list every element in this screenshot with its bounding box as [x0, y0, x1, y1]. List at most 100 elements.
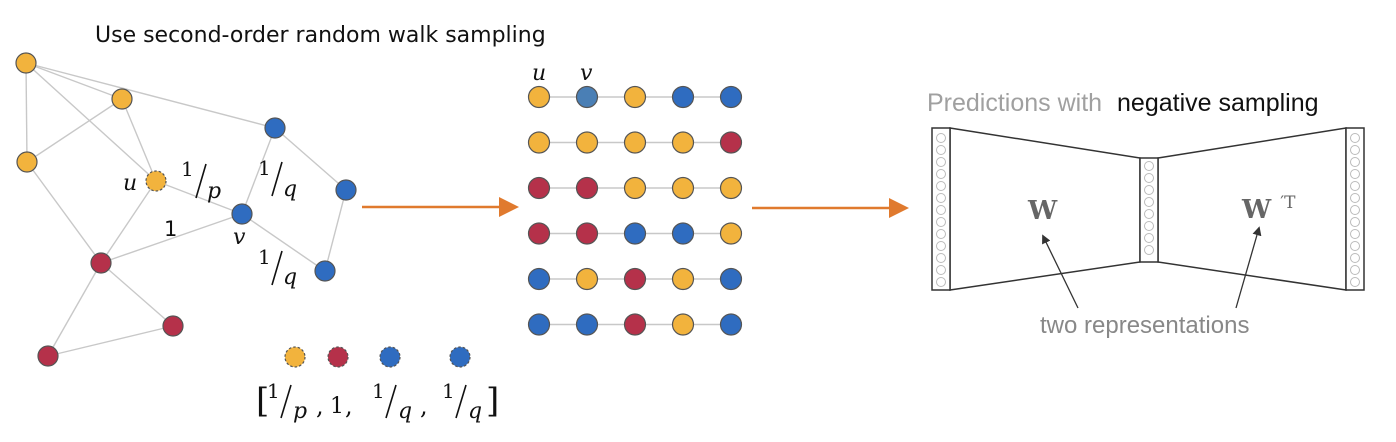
graph-node-orange	[111, 88, 133, 110]
edge-label-return: 1 p	[181, 157, 221, 204]
edge-label-outward-1-num: 1	[258, 156, 271, 180]
walk-node-blue	[671, 85, 695, 109]
annotation-arrow-wt	[1235, 226, 1262, 309]
walk-node-orange	[719, 222, 743, 245]
legend-node-blue	[449, 346, 471, 368]
neuron-cell	[936, 253, 946, 263]
graph-node-orange	[16, 151, 38, 173]
prob-1-den: p	[293, 399, 307, 424]
neuron-cell	[936, 133, 946, 143]
walk-node-orange	[623, 176, 647, 200]
edge-label-return-num: 1	[181, 157, 194, 181]
prob-1-num: 1	[267, 379, 280, 403]
node-u-label: u	[123, 171, 137, 196]
edge-label-outward-2-den: q	[283, 265, 297, 290]
annotation-arrow-w	[1042, 234, 1079, 309]
neuron-cell	[936, 229, 946, 239]
neuron-cell	[1144, 209, 1154, 219]
walk-node-red	[575, 176, 599, 200]
neuron-cell	[936, 277, 946, 287]
walk-node-red	[719, 131, 743, 154]
neuron-cell	[1144, 185, 1154, 195]
neuron-cell	[1350, 169, 1360, 179]
neuron-cell	[1350, 217, 1360, 227]
walk-node-orange	[719, 176, 743, 200]
walk-node-orange	[671, 267, 695, 291]
skipgram-model: Predictions with negative sampling W W ′…	[927, 89, 1365, 339]
input-layer-cells	[936, 133, 946, 287]
graph-edge	[324, 189, 347, 272]
graph-node-red	[90, 252, 112, 274]
separator: ,	[420, 392, 428, 420]
graph-node-v	[231, 203, 253, 225]
graph-edge	[26, 161, 102, 264]
edge-label-outward-2: 1 q	[258, 245, 297, 290]
graph-edge	[100, 180, 157, 264]
neuron-cell	[1350, 133, 1360, 143]
neuron-cell	[1350, 145, 1360, 155]
neuron-cell	[936, 157, 946, 167]
graph-edge	[26, 98, 123, 163]
node-v-label: v	[233, 225, 246, 250]
walk-node-blue	[719, 85, 743, 109]
walk-node-red	[575, 222, 599, 245]
neuron-cell	[936, 241, 946, 251]
legend-node-red	[327, 346, 349, 368]
graph-edges	[25, 62, 347, 357]
graph-edge	[100, 213, 243, 264]
separator: ,	[345, 392, 353, 420]
fraction-slash	[271, 250, 283, 286]
graph-node-u	[145, 170, 167, 192]
legend-node-orange	[284, 346, 306, 368]
edge-label-outward-2-num: 1	[258, 245, 271, 269]
neuron-cell	[1350, 229, 1360, 239]
graph-edge	[274, 127, 347, 191]
neuron-cell	[1350, 193, 1360, 203]
graph-edge	[155, 180, 243, 215]
neuron-cell	[1350, 157, 1360, 167]
separator: ,	[316, 392, 324, 420]
walk-node-red	[527, 176, 551, 200]
graph-edge	[25, 62, 157, 182]
fraction-slash	[385, 384, 397, 419]
walk-node-blue	[527, 267, 551, 291]
walk-node-orange	[671, 176, 695, 200]
fraction-slash	[280, 384, 292, 419]
graph-edge	[47, 325, 174, 357]
walk-node-orange	[575, 267, 599, 291]
walk-header-u: u	[532, 61, 546, 86]
matrix-wt-label: W ′T	[1241, 193, 1296, 225]
neuron-cell	[1350, 241, 1360, 251]
neuron-cell	[1350, 205, 1360, 215]
random-walk-graph: u v 1 1 p 1 q 1 q	[15, 52, 357, 367]
neuron-cell	[1144, 245, 1154, 255]
neuron-cell	[936, 181, 946, 191]
matrix-w-label: W	[1027, 196, 1058, 226]
neuron-cell	[1350, 253, 1360, 263]
graph-edge	[241, 127, 276, 215]
walk-node-orange	[575, 131, 599, 154]
walk-node-orange	[623, 131, 647, 154]
neuron-cell	[1144, 221, 1154, 231]
graph-node-blue	[264, 117, 286, 139]
model-title: Predictions with negative sampling	[927, 89, 1319, 117]
graph-edge	[100, 262, 174, 327]
edge-label-uv: 1	[164, 217, 177, 241]
graph-edge	[241, 213, 326, 272]
annotation-label: two representations	[1040, 312, 1249, 339]
page-title: Use second-order random walk sampling	[95, 23, 546, 48]
graph-edge	[121, 98, 157, 182]
edge-label-outward-1: 1 q	[258, 156, 297, 202]
prob-4-num: 1	[442, 379, 455, 403]
output-layer-cells	[1350, 133, 1360, 287]
walk-node-blue	[623, 222, 647, 245]
neuron-cell	[936, 169, 946, 179]
prob-3-num: 1	[372, 379, 385, 403]
probability-legend: [ 1 p , 1 , 1 q , 1 q ]	[256, 346, 499, 424]
neuron-cell	[1144, 173, 1154, 183]
graph-edge	[25, 62, 123, 100]
graph-node-orange	[15, 52, 37, 74]
model-title-emphasis: negative sampling	[1117, 89, 1319, 117]
prob-2-value: 1	[330, 394, 344, 419]
